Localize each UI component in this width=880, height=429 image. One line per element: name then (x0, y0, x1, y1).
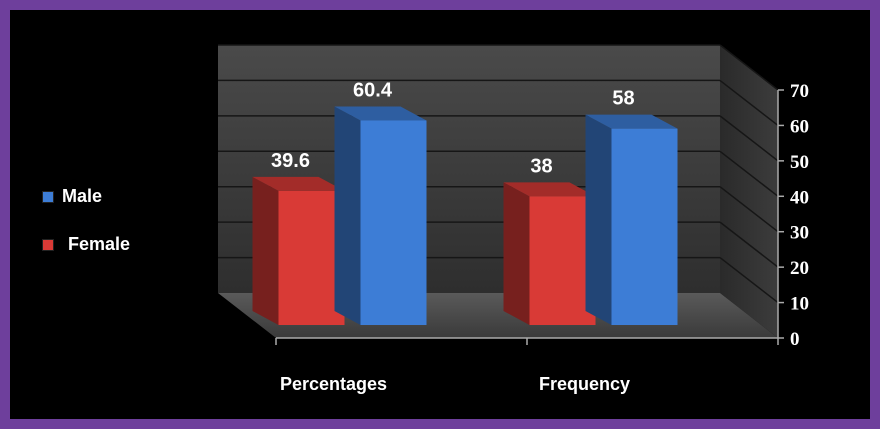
data-label: 60.4 (353, 80, 393, 102)
legend-swatch-female (42, 238, 54, 251)
y-tick-label: 70 (790, 81, 809, 102)
bar-top (585, 114, 678, 129)
bar-side (334, 106, 361, 325)
y-tick-label: 50 (790, 152, 809, 173)
bar-top (252, 176, 345, 191)
data-label: 58 (612, 88, 634, 110)
legend-swatch-male (42, 190, 54, 203)
bar-side (585, 114, 612, 325)
gridline-side (719, 79, 779, 127)
gridline-side (719, 186, 779, 233)
gridline-side (719, 221, 779, 268)
y-tick-label: 60 (790, 116, 809, 137)
y-tick-label: 20 (790, 258, 809, 279)
data-label: 38 (530, 155, 552, 177)
y-tick-label: 40 (790, 187, 809, 208)
legend-label-male: Male (62, 186, 103, 206)
bar-side (503, 182, 530, 325)
x-tick-label: Frequency (539, 374, 630, 394)
bar (529, 196, 596, 325)
bar (611, 128, 678, 325)
y-tick-label: 30 (790, 223, 809, 244)
gridline-side (719, 150, 779, 197)
y-tick-label: 10 (790, 294, 809, 315)
axes: Percentages Frequency 0 10 20 30 40 50 60 70 (275, 81, 809, 394)
side-wall (720, 45, 778, 338)
bar-side (252, 176, 279, 325)
data-label: 39.6 (271, 150, 310, 172)
bar-top (334, 106, 427, 121)
bar-top (503, 182, 596, 197)
gridline-side (719, 44, 779, 91)
x-tick-label: Percentages (280, 374, 387, 394)
gridline-side (719, 115, 779, 162)
legend-label-female: Female (68, 234, 131, 254)
bar (278, 190, 345, 325)
bar (360, 120, 427, 325)
legend-item-female: Female (42, 234, 130, 255)
gridline-side (719, 256, 779, 304)
legend-item-male: Male (42, 186, 102, 207)
y-tick-label: 0 (790, 329, 800, 350)
bar-group: 39.6 60.4 38 58 (252, 80, 678, 325)
